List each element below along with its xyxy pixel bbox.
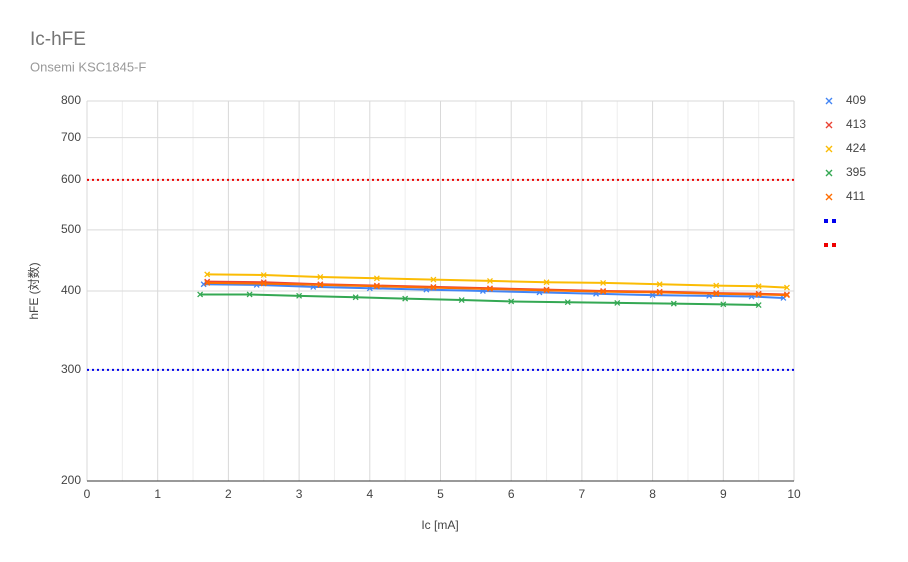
point [564, 299, 571, 306]
chart-title: Ic-hFE [30, 29, 86, 50]
x-tick-label: 2 [225, 487, 232, 501]
legend-marker [825, 145, 833, 153]
legend-marker [832, 243, 836, 247]
point [430, 276, 437, 283]
x-tick-label: 7 [579, 487, 586, 501]
point [487, 277, 493, 284]
point [649, 292, 656, 299]
legend-label: 395 [846, 165, 866, 179]
chart-subtitle: Onsemi KSC1845-F [30, 59, 146, 74]
point [204, 279, 211, 286]
series-line [207, 273, 787, 289]
x-tick-label: 8 [649, 487, 656, 501]
y-tick-label: 300 [61, 362, 81, 376]
x-tick-label: 5 [437, 487, 444, 501]
x-tick-label: 10 [787, 487, 801, 501]
legend-marker [832, 219, 836, 223]
x-axis-label: Ic [mA] [421, 518, 458, 532]
point [783, 284, 790, 291]
point [487, 285, 493, 292]
legend-label: 411 [846, 189, 865, 203]
point [656, 281, 663, 288]
x-tick-label: 4 [366, 487, 373, 501]
legend-label: 424 [846, 141, 866, 155]
point [755, 302, 762, 309]
point [600, 288, 607, 295]
y-tick-label: 200 [61, 473, 81, 487]
y-axis-label: hFE (対数) [26, 262, 41, 319]
point [543, 287, 550, 294]
legend-marker [825, 193, 833, 201]
legend-marker [825, 121, 833, 129]
y-tick-label: 700 [61, 130, 81, 144]
y-tick-label: 500 [61, 222, 81, 236]
point [755, 283, 762, 290]
point [508, 298, 515, 305]
point [713, 290, 720, 297]
legend-label: 409 [846, 93, 866, 107]
point [317, 281, 324, 288]
legend-label: 413 [846, 117, 866, 131]
point [204, 271, 211, 278]
point [430, 284, 437, 291]
point [783, 292, 790, 299]
point [713, 282, 720, 289]
series-line [203, 283, 784, 299]
point [614, 299, 621, 306]
legend-marker [824, 219, 828, 223]
point [458, 297, 465, 304]
x-tick-label: 9 [720, 487, 727, 501]
point [260, 272, 267, 278]
x-tick-label: 0 [84, 487, 91, 501]
x-tick-label: 3 [296, 487, 303, 501]
point [352, 294, 359, 301]
point [543, 279, 550, 286]
point [670, 300, 677, 307]
point [246, 291, 253, 298]
legend-marker [825, 169, 833, 177]
series-line [207, 281, 787, 297]
point [600, 279, 607, 286]
legend-marker [825, 97, 833, 105]
legend-marker [824, 243, 828, 247]
point [755, 291, 762, 298]
x-tick-label: 1 [154, 487, 161, 501]
point [197, 291, 204, 298]
point [373, 275, 380, 282]
y-tick-label: 600 [61, 172, 81, 186]
y-tick-label: 800 [61, 93, 81, 107]
point [296, 292, 303, 299]
point [656, 289, 663, 296]
x-tick-label: 6 [508, 487, 515, 501]
point [373, 283, 380, 290]
point [260, 280, 267, 287]
point [317, 274, 324, 280]
point [720, 301, 727, 308]
y-tick-label: 400 [61, 283, 81, 297]
point [402, 295, 409, 302]
series-line [200, 293, 759, 307]
